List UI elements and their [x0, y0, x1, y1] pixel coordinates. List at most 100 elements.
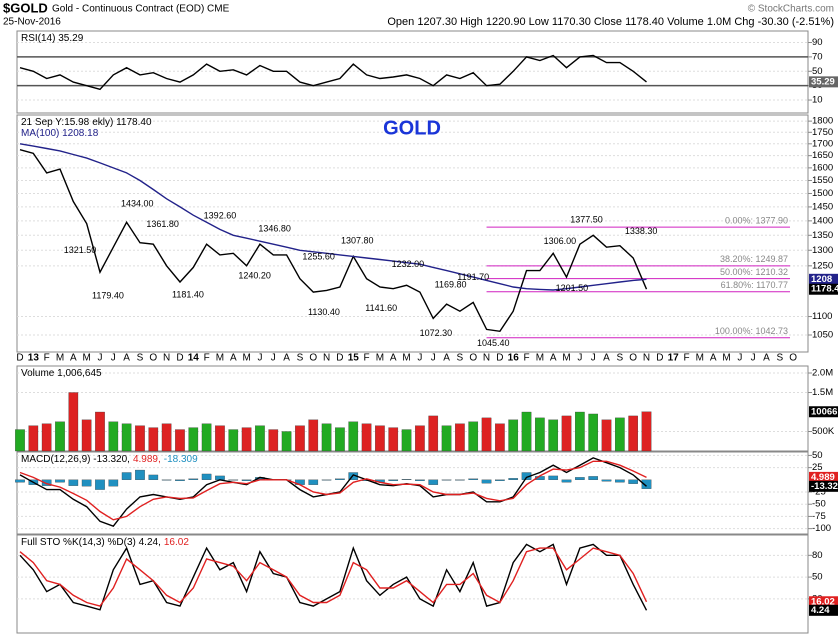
x-tick-label: J — [591, 353, 596, 364]
volume-bar — [41, 423, 52, 452]
volume-bar — [28, 425, 39, 452]
volume-bar — [348, 421, 359, 452]
x-tick-label: D — [16, 353, 23, 364]
last-value-box — [809, 283, 838, 295]
x-tick-label: M — [402, 353, 410, 364]
histogram-bar — [121, 472, 132, 480]
volume-bar — [361, 423, 372, 452]
series-line — [19, 54, 647, 91]
x-tick-label: O — [469, 353, 477, 364]
histogram-bar — [201, 473, 212, 480]
fib-label: 38.20%: 1249.87 — [720, 254, 788, 264]
x-tick-label: F — [204, 353, 210, 364]
histogram-bar — [561, 479, 572, 483]
price-annotation: 1361.80 — [146, 219, 179, 229]
histogram-bar — [161, 479, 172, 481]
fib-label: 100.00%: 1042.73 — [715, 326, 788, 336]
y-tick-label: 1500 — [812, 188, 833, 199]
x-tick-label: J — [111, 353, 116, 364]
volume-bar — [228, 429, 239, 452]
symbol: $GOLD — [3, 0, 48, 15]
histogram-bar — [135, 469, 145, 480]
y-tick-label: 2.0M — [812, 368, 833, 379]
price-annotation: 1232.00 — [392, 259, 425, 269]
x-tick-label: J — [271, 353, 276, 364]
panel-legend: MA(100) 1208.18 — [21, 128, 99, 139]
last-value-box — [809, 596, 838, 608]
x-tick-label: F — [683, 353, 689, 364]
fib-label: 61.80%: 1170.77 — [721, 280, 788, 290]
histogram-bar — [415, 479, 425, 481]
volume-bar — [388, 427, 399, 452]
panel-frame — [16, 30, 809, 114]
y-tick-label: 500K — [812, 426, 835, 437]
volume-bar — [415, 425, 425, 452]
histogram-bar — [468, 478, 479, 480]
y-tick-label: -50 — [812, 499, 826, 510]
volume-bar — [628, 415, 638, 452]
volume-bar — [508, 419, 519, 452]
last-value-label: 16.02 — [811, 596, 835, 607]
legend-text: RSI(14) 35.29 — [21, 33, 84, 44]
series-line — [19, 149, 648, 333]
y-tick-label: 25 — [812, 462, 823, 473]
x-tick-label: S — [457, 353, 464, 364]
panel-legend: RSI(14) 35.29 — [21, 33, 84, 44]
volume-bar — [15, 429, 25, 452]
y-tick-label: 1600 — [812, 162, 833, 173]
histogram-bar — [588, 476, 599, 480]
price-annotation: 1338.30 — [625, 226, 658, 236]
histogram-bar — [308, 479, 319, 485]
panel-frame — [16, 114, 809, 353]
last-value-box — [809, 76, 838, 88]
histogram-bar — [15, 479, 25, 483]
x-tick-label: N — [323, 353, 330, 364]
legend-text: MACD(12,26,9) -13.320, — [21, 454, 130, 465]
price-annotation: 1201.50 — [556, 283, 589, 293]
y-tick-label: 1450 — [812, 201, 833, 212]
x-tick-label: M — [536, 353, 544, 364]
volume-bar — [281, 431, 292, 452]
x-tick-label: N — [163, 353, 170, 364]
volume-bar — [561, 415, 572, 452]
x-tick-label: J — [577, 353, 582, 364]
price-annotation: 1434.00 — [121, 199, 154, 209]
x-tick-label: J — [417, 353, 422, 364]
volume-bar — [588, 413, 599, 452]
x-tick-label: J — [431, 353, 436, 364]
volume-bar — [161, 423, 172, 452]
histogram-bar — [601, 479, 612, 482]
panel-legend: Volume 1,006,645 — [21, 368, 102, 379]
price-annotation: 1179.40 — [92, 290, 124, 300]
volume-bar — [401, 429, 412, 452]
last-value-label: 1208 — [811, 274, 832, 285]
histogram-bar — [108, 479, 119, 487]
y-tick-label: 50 — [812, 66, 823, 77]
histogram-bar — [628, 479, 638, 484]
y-tick-label: 80 — [812, 550, 823, 561]
y-tick-label: 10 — [812, 95, 823, 106]
x-tick-label: O — [309, 353, 317, 364]
legend-text: MA(100) 1208.18 — [21, 128, 99, 139]
y-tick-label: -75 — [812, 511, 826, 522]
volume-bar — [81, 419, 92, 452]
y-tick-label: 1750 — [812, 127, 833, 138]
histogram-bar — [241, 479, 252, 481]
histogram-bar — [548, 475, 559, 480]
volume-bar — [641, 411, 652, 452]
y-tick-label: 1400 — [812, 215, 833, 226]
volume-bar — [255, 425, 265, 452]
x-tick-label: A — [763, 353, 770, 364]
volume-bar — [535, 417, 545, 452]
histogram-bar — [188, 478, 199, 480]
price-annotation: 1377.50 — [570, 215, 603, 225]
x-tick-label: M — [376, 353, 384, 364]
volume-bar — [188, 427, 199, 452]
legend-text: ekly) 1178.40 — [92, 117, 152, 128]
volume-bar — [548, 419, 559, 452]
price-annotation: 1191.70 — [457, 272, 489, 282]
price-annotation: 1392.60 — [204, 210, 237, 220]
volume-bar — [215, 425, 225, 452]
histogram-bar — [55, 479, 65, 483]
